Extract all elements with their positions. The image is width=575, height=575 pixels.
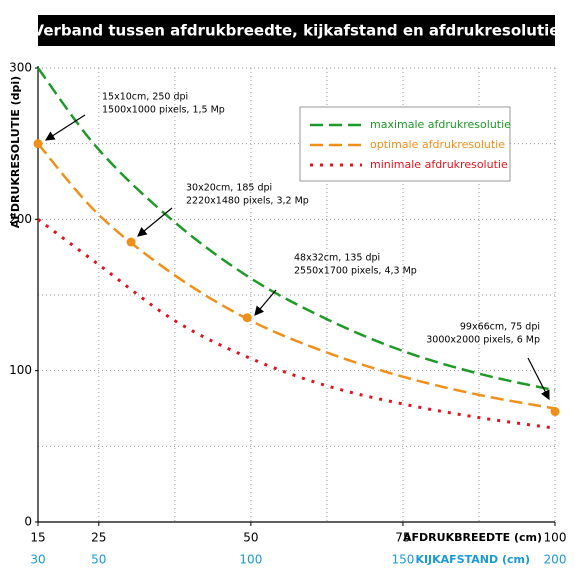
y-axis-label: AFDRUKRESOLUTIE (dpi): [9, 76, 22, 228]
annotation-text: 48x32cm, 135 dpi: [294, 253, 380, 264]
y-tick-label: 300: [9, 61, 32, 75]
title-bar: [38, 15, 555, 46]
annotation-arrow: [254, 289, 277, 316]
point: [242, 313, 252, 323]
point: [126, 237, 136, 247]
annotation-text: 2220x1480 pixels, 3,2 Mp: [186, 196, 309, 207]
annotation-arrow: [44, 114, 86, 141]
annotation-text: 2550x1700 pixels, 4,3 Mp: [294, 266, 417, 277]
x2-tick-label: 50: [91, 553, 106, 567]
annotation-text: 3000x2000 pixels, 6 Mp: [426, 335, 540, 346]
annotation-arrow: [137, 207, 173, 237]
annotation-text: 1500x1000 pixels, 1,5 Mp: [102, 105, 225, 116]
point: [550, 407, 560, 417]
annotation-text: 99x66cm, 75 dpi: [460, 322, 540, 333]
legend-label: maximale afdrukresolutie: [370, 118, 511, 131]
x-tick-label: 25: [91, 531, 106, 545]
x2-tick-label: 100: [239, 553, 262, 567]
x-tick-label: 75: [395, 531, 410, 545]
series-line: [37, 218, 556, 430]
x2-tick-label: 150: [391, 553, 414, 567]
legend-label: minimale afdrukresolutie: [370, 158, 508, 171]
legend-label: optimale afdrukresolutie: [370, 138, 505, 151]
x-tick-label: 15: [30, 531, 45, 545]
point: [33, 139, 43, 149]
x2-axis-label: KIJKAFSTAND (cm): [415, 553, 530, 566]
annotation-text: 30x20cm, 185 dpi: [186, 183, 272, 194]
x2-tick-label: 30: [30, 553, 45, 567]
x-axis-label: AFDRUKBREEDTE (cm): [403, 531, 542, 544]
annotation-text: 15x10cm, 250 dpi: [102, 92, 188, 103]
x2-tick-label: 200: [544, 553, 567, 567]
x-tick-label: 50: [243, 531, 258, 545]
y-tick-label: 0: [24, 515, 32, 529]
chart-title: Verband tussen afdrukbreedte, kijkafstan…: [33, 22, 560, 40]
series-line: [37, 142, 556, 410]
annotation-arrow: [527, 357, 550, 401]
y-tick-label: 200: [9, 212, 32, 226]
y-tick-label: 100: [9, 363, 32, 377]
x-tick-label: 100: [544, 531, 567, 545]
